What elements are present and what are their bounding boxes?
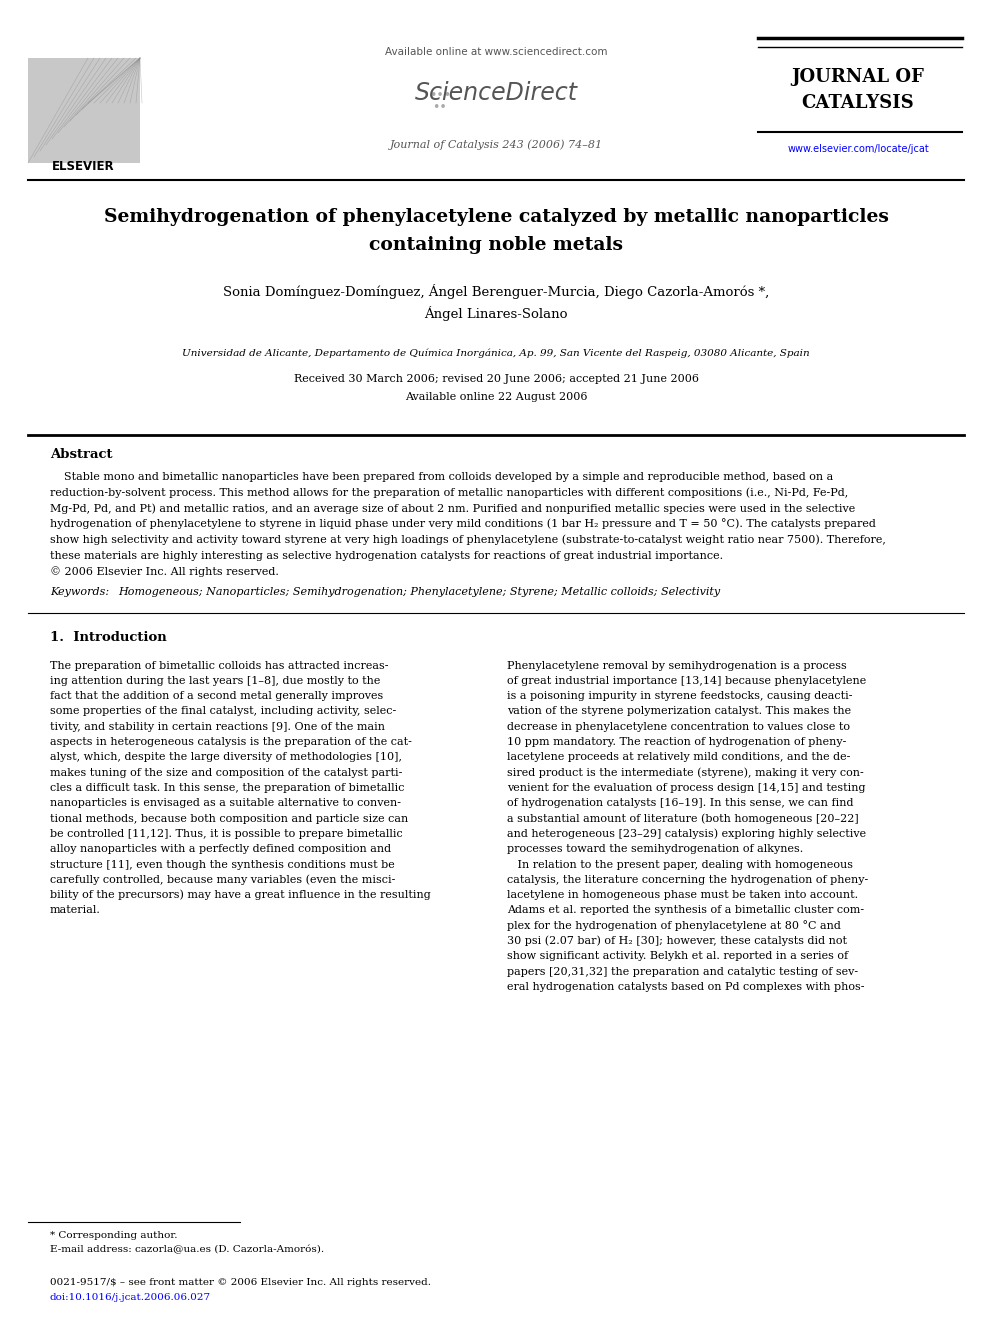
Text: catalysis, the literature concerning the hydrogenation of pheny-: catalysis, the literature concerning the…: [507, 875, 868, 885]
Text: ELSEVIER: ELSEVIER: [52, 160, 114, 173]
Text: doi:10.1016/j.jcat.2006.06.027: doi:10.1016/j.jcat.2006.06.027: [50, 1293, 211, 1302]
Text: Homogeneous; Nanoparticles; Semihydrogenation; Phenylacetylene; Styrene; Metalli: Homogeneous; Nanoparticles; Semihydrogen…: [118, 586, 720, 597]
Text: Semihydrogenation of phenylacetylene catalyzed by metallic nanoparticles: Semihydrogenation of phenylacetylene cat…: [103, 208, 889, 226]
Text: www.elsevier.com/locate/jcat: www.elsevier.com/locate/jcat: [787, 144, 929, 153]
Text: JOURNAL OF: JOURNAL OF: [792, 67, 925, 86]
Text: Universidad de Alicante, Departamento de Química Inorgánica, Ap. 99, San Vicente: Universidad de Alicante, Departamento de…: [183, 348, 809, 359]
Text: carefully controlled, because many variables (even the misci-: carefully controlled, because many varia…: [50, 875, 396, 885]
Text: cles a difficult task. In this sense, the preparation of bimetallic: cles a difficult task. In this sense, th…: [50, 783, 405, 792]
Text: bility of the precursors) may have a great influence in the resulting: bility of the precursors) may have a gre…: [50, 889, 431, 900]
Text: Phenylacetylene removal by semihydrogenation is a process: Phenylacetylene removal by semihydrogena…: [507, 660, 847, 671]
Text: decrease in phenylacetylene concentration to values close to: decrease in phenylacetylene concentratio…: [507, 722, 850, 732]
Text: aspects in heterogeneous catalysis is the preparation of the cat-: aspects in heterogeneous catalysis is th…: [50, 737, 412, 747]
Text: 0021-9517/$ – see front matter © 2006 Elsevier Inc. All rights reserved.: 0021-9517/$ – see front matter © 2006 El…: [50, 1278, 431, 1287]
Text: The preparation of bimetallic colloids has attracted increas-: The preparation of bimetallic colloids h…: [50, 660, 389, 671]
Text: Keywords:: Keywords:: [50, 586, 109, 597]
Bar: [28, 58, 140, 163]
Text: alyst, which, despite the large diversity of methodologies [10],: alyst, which, despite the large diversit…: [50, 753, 402, 762]
Text: structure [11], even though the synthesis conditions must be: structure [11], even though the synthesi…: [50, 860, 395, 869]
Text: is a poisoning impurity in styrene feedstocks, causing deacti-: is a poisoning impurity in styrene feeds…: [507, 691, 852, 701]
Text: processes toward the semihydrogenation of alkynes.: processes toward the semihydrogenation o…: [507, 844, 804, 855]
Text: Available online 22 August 2006: Available online 22 August 2006: [405, 392, 587, 402]
Text: CATALYSIS: CATALYSIS: [802, 94, 915, 112]
Text: Ángel Linares-Solano: Ángel Linares-Solano: [425, 306, 567, 321]
Text: E-mail address: cazorla@ua.es (D. Cazorla-Amorós).: E-mail address: cazorla@ua.es (D. Cazorl…: [50, 1245, 324, 1254]
Text: containing noble metals: containing noble metals: [369, 235, 623, 254]
Text: show high selectivity and activity toward styrene at very high loadings of pheny: show high selectivity and activity towar…: [50, 534, 886, 545]
Text: In relation to the present paper, dealing with homogeneous: In relation to the present paper, dealin…: [507, 860, 853, 869]
Text: Available online at www.sciencedirect.com: Available online at www.sciencedirect.co…: [385, 48, 607, 57]
Text: Sonia Domínguez-Domínguez, Ángel Berenguer-Murcia, Diego Cazorla-Amorós *,: Sonia Domínguez-Domínguez, Ángel Berengu…: [223, 284, 769, 299]
Text: eral hydrogenation catalysts based on Pd complexes with phos-: eral hydrogenation catalysts based on Pd…: [507, 982, 864, 992]
Text: material.: material.: [50, 905, 101, 916]
Text: © 2006 Elsevier Inc. All rights reserved.: © 2006 Elsevier Inc. All rights reserved…: [50, 566, 279, 577]
Text: fact that the addition of a second metal generally improves: fact that the addition of a second metal…: [50, 691, 383, 701]
Text: lacetylene proceeds at relatively mild conditions, and the de-: lacetylene proceeds at relatively mild c…: [507, 753, 850, 762]
Text: Mg-Pd, Pd, and Pt) and metallic ratios, and an average size of about 2 nm. Purif: Mg-Pd, Pd, and Pt) and metallic ratios, …: [50, 503, 855, 513]
Text: of hydrogenation catalysts [16–19]. In this sense, we can find: of hydrogenation catalysts [16–19]. In t…: [507, 798, 853, 808]
Text: nanoparticles is envisaged as a suitable alternative to conven-: nanoparticles is envisaged as a suitable…: [50, 798, 401, 808]
Text: sired product is the intermediate (styrene), making it very con-: sired product is the intermediate (styre…: [507, 767, 864, 778]
Text: Adams et al. reported the synthesis of a bimetallic cluster com-: Adams et al. reported the synthesis of a…: [507, 905, 864, 916]
Text: 30 psi (2.07 bar) of H₂ [30]; however, these catalysts did not: 30 psi (2.07 bar) of H₂ [30]; however, t…: [507, 935, 847, 946]
Text: plex for the hydrogenation of phenylacetylene at 80 °C and: plex for the hydrogenation of phenylacet…: [507, 919, 841, 930]
Text: reduction-by-solvent process. This method allows for the preparation of metallic: reduction-by-solvent process. This metho…: [50, 487, 848, 497]
Text: be controlled [11,12]. Thus, it is possible to prepare bimetallic: be controlled [11,12]. Thus, it is possi…: [50, 830, 403, 839]
Text: papers [20,31,32] the preparation and catalytic testing of sev-: papers [20,31,32] the preparation and ca…: [507, 967, 858, 976]
Text: and heterogeneous [23–29] catalysis) exploring highly selective: and heterogeneous [23–29] catalysis) exp…: [507, 828, 866, 839]
Text: 10 ppm mandatory. The reaction of hydrogenation of pheny-: 10 ppm mandatory. The reaction of hydrog…: [507, 737, 846, 747]
Text: show significant activity. Belykh et al. reported in a series of: show significant activity. Belykh et al.…: [507, 951, 848, 962]
Text: 1.  Introduction: 1. Introduction: [50, 631, 167, 643]
Text: Journal of Catalysis 243 (2006) 74–81: Journal of Catalysis 243 (2006) 74–81: [390, 139, 602, 149]
Text: ing attention during the last years [1–8], due mostly to the: ing attention during the last years [1–8…: [50, 676, 380, 685]
Text: lacetylene in homogeneous phase must be taken into account.: lacetylene in homogeneous phase must be …: [507, 890, 858, 900]
Text: these materials are highly interesting as selective hydrogenation catalysts for : these materials are highly interesting a…: [50, 550, 723, 561]
Text: Received 30 March 2006; revised 20 June 2006; accepted 21 June 2006: Received 30 March 2006; revised 20 June …: [294, 374, 698, 384]
Text: some properties of the final catalyst, including activity, selec-: some properties of the final catalyst, i…: [50, 706, 396, 717]
Text: ••: ••: [433, 102, 447, 115]
Text: hydrogenation of phenylacetylene to styrene in liquid phase under very mild cond: hydrogenation of phenylacetylene to styr…: [50, 519, 876, 529]
Text: alloy nanoparticles with a perfectly defined composition and: alloy nanoparticles with a perfectly def…: [50, 844, 391, 855]
Text: Stable mono and bimetallic nanoparticles have been prepared from colloids develo: Stable mono and bimetallic nanoparticles…: [50, 472, 833, 482]
Text: tional methods, because both composition and particle size can: tional methods, because both composition…: [50, 814, 409, 824]
Text: •••: •••: [429, 89, 451, 102]
Text: makes tuning of the size and composition of the catalyst parti-: makes tuning of the size and composition…: [50, 767, 403, 778]
Text: venient for the evaluation of process design [14,15] and testing: venient for the evaluation of process de…: [507, 783, 865, 792]
Text: Abstract: Abstract: [50, 448, 112, 460]
Text: * Corresponding author.: * Corresponding author.: [50, 1230, 178, 1240]
Text: ScienceDirect: ScienceDirect: [415, 81, 577, 105]
Text: a substantial amount of literature (both homogeneous [20–22]: a substantial amount of literature (both…: [507, 814, 859, 824]
Text: vation of the styrene polymerization catalyst. This makes the: vation of the styrene polymerization cat…: [507, 706, 851, 717]
Text: tivity, and stability in certain reactions [9]. One of the main: tivity, and stability in certain reactio…: [50, 722, 385, 732]
Text: of great industrial importance [13,14] because phenylacetylene: of great industrial importance [13,14] b…: [507, 676, 866, 685]
